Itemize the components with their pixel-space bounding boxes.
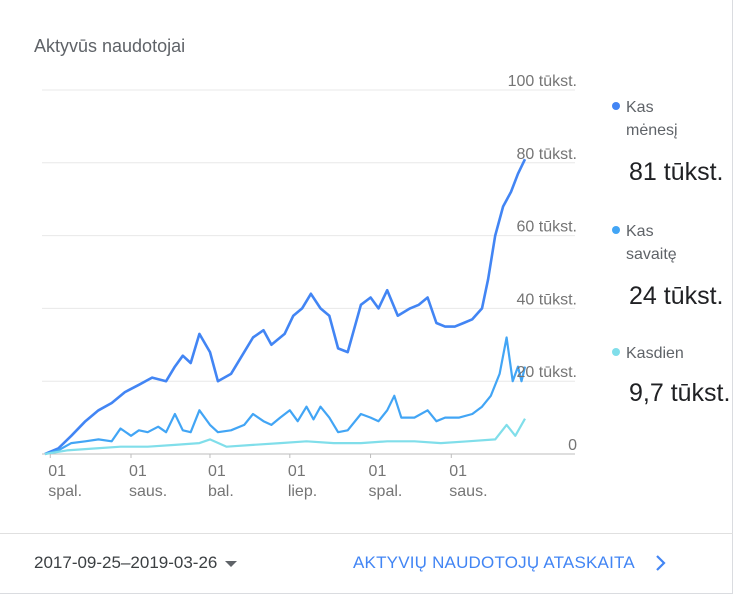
chevron-right-icon [656,555,666,571]
legend-daily-label: Kasdien [626,345,684,362]
legend-daily-value: 9,7 tūkst. [629,379,731,407]
x-tick-month: liep. [288,483,317,500]
legend-weekly-value: 24 tūkst. [629,282,724,310]
legend-monthly-value: 81 tūkst. [629,158,724,186]
x-tick-month: saus. [129,483,167,500]
active-users-chart: 0 20 tūkst. 40 tūkst. 60 tūkst. 80 tūkst. 100… [42,73,577,500]
footer-divider [0,533,733,534]
legend-monthly-label: Kas mėnesį [626,99,678,139]
series-line-0 [44,158,527,456]
legend-weekly-dot [612,226,620,234]
legend-weekly: Kas savaitę 24 tūkst. [612,220,734,311]
x-tick-day: 01 [449,463,467,480]
y-tick-label: 60 tūkst. [517,219,577,236]
date-range-selector[interactable]: 2017-09-25–2019-03-26 [34,553,238,573]
series-line-1 [44,336,527,456]
caret-down-icon [225,561,238,567]
legend-daily-dot [612,348,620,356]
y-tick-label: 80 tūkst. [517,146,577,163]
legend-daily: Kasdien 9,7 tūkst. [612,342,734,408]
date-range-text: 2017-09-25–2019-03-26 [34,553,218,572]
x-tick-month: saus. [449,483,487,500]
active-users-report-link[interactable]: AKTYVIŲ NAUDOTOJŲ ATASKAITA [353,553,667,573]
x-tick-day: 01 [208,463,226,480]
x-tick-day: 01 [129,463,147,480]
report-link-text: AKTYVIŲ NAUDOTOJŲ ATASKAITA [353,553,635,572]
y-tick-label: 0 [568,437,577,454]
y-tick-label: 40 tūkst. [517,291,577,308]
x-tick-month: spal. [48,483,82,500]
x-tick-month: bal. [208,483,234,500]
legend: Kas mėnesį 81 tūkst. [612,96,734,187]
legend-monthly-dot [612,102,620,110]
legend-monthly: Kas mėnesį 81 tūkst. [612,96,734,187]
card-title: Aktyvūs naudotojai [34,36,186,56]
x-tick-day: 01 [369,463,387,480]
x-tick-day: 01 [48,463,66,480]
x-tick-day: 01 [288,463,306,480]
y-tick-label: 20 tūkst. [517,364,577,381]
series-line-2 [44,418,526,456]
legend-weekly-label: Kas savaitę [626,223,677,263]
y-tick-label: 100 tūkst. [508,73,577,90]
x-tick-month: spal. [369,483,403,500]
